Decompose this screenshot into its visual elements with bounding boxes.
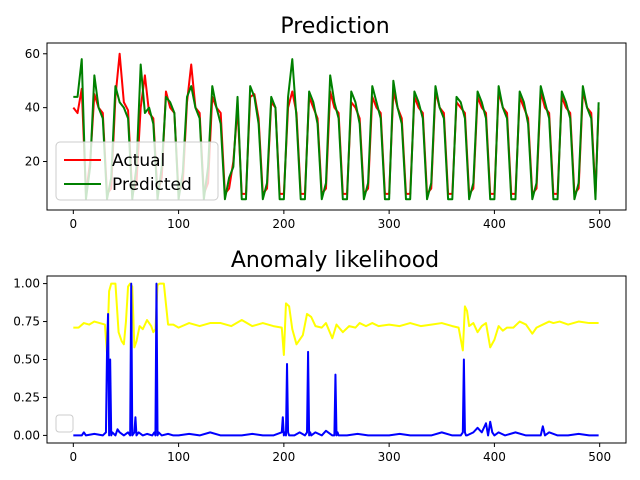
prediction-legend	[55, 141, 219, 201]
prediction-xtick-label: 500	[588, 217, 611, 231]
anomaly-legend	[55, 414, 74, 433]
anomaly-xtick-label: 300	[378, 450, 401, 464]
prediction-ytick-label: 40	[25, 101, 40, 115]
anomaly-ytick-label: 1.00	[13, 277, 40, 291]
anomaly-xtick-label: 100	[167, 450, 190, 464]
prediction-axes-frame	[46, 42, 627, 211]
prediction-ytick-label: 20	[25, 155, 40, 169]
anomaly-xtick-label: 200	[272, 450, 295, 464]
prediction-xtick-label: 400	[483, 217, 506, 231]
anomaly-ytick-label: 0.50	[13, 353, 40, 367]
anomaly-xtick-label: 0	[69, 450, 77, 464]
prediction-plot-area: 0 100 200 300 400 500 20 40 60 Actual Predicted	[25, 42, 627, 231]
prediction-panel: Prediction 0 100 200 300 400 500 20 40 60 Actual P…	[25, 14, 627, 231]
prediction-xtick-label: 100	[167, 217, 190, 231]
prediction-legend-label-actual: Actual	[112, 151, 165, 171]
anomaly-ytick-label: 0.00	[13, 428, 40, 442]
anomaly-series-1-line	[73, 282, 599, 437]
anomaly-plot-area: 0 100 200 300 400 500 0.00 0.25 0.50 0.75 1.00	[13, 275, 627, 464]
anomaly-panel: Anomaly likelihood 0 100 200 300 400 5000.000…	[13, 248, 627, 464]
prediction-legend-label-predicted: Predicted	[112, 175, 192, 195]
prediction-xtick-label: 0	[69, 217, 77, 231]
anomaly-ytick-label: 0.25	[13, 390, 40, 404]
prediction-ytick-label: 60	[25, 47, 40, 61]
prediction-xtick-label: 300	[378, 217, 401, 231]
anomaly-title: Anomaly likelihood	[231, 248, 439, 273]
anomaly-series-0-line	[73, 282, 599, 356]
anomaly-xtick-label: 400	[483, 450, 506, 464]
anomaly-ytick-label: 0.75	[13, 315, 40, 329]
anomaly-xtick-label: 500	[588, 450, 611, 464]
prediction-title: Prediction	[280, 14, 389, 39]
prediction-xtick-label: 200	[272, 217, 295, 231]
